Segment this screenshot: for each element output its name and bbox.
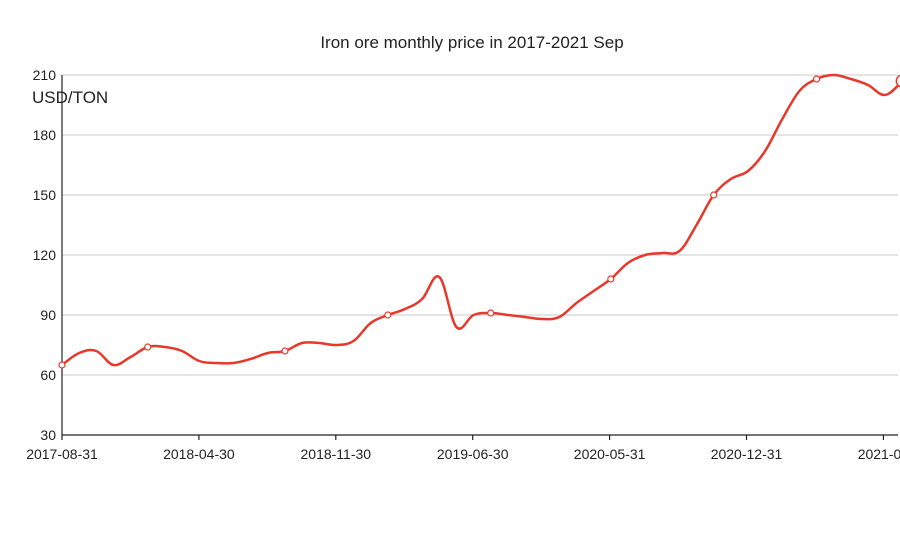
x-tick-label: 2017-08-31 xyxy=(26,446,98,462)
x-tick-label: 2019-06-30 xyxy=(437,446,509,462)
y-tick-label: 90 xyxy=(40,307,56,323)
price-line xyxy=(61,73,900,367)
data-point[interactable] xyxy=(710,191,718,199)
series-layer xyxy=(58,73,900,369)
data-point[interactable] xyxy=(58,361,66,369)
x-tick-label: 2020-12-31 xyxy=(711,446,783,462)
y-tick-label: 150 xyxy=(33,187,57,203)
axes xyxy=(61,75,898,440)
data-point[interactable] xyxy=(487,309,495,317)
chart-title: Iron ore monthly price in 2017-2021 Sep xyxy=(320,33,623,52)
y-tick-label: 120 xyxy=(33,247,57,263)
data-point[interactable] xyxy=(281,347,289,355)
x-tick-label: 2018-04-30 xyxy=(163,446,235,462)
y-tick-label: 180 xyxy=(33,127,57,143)
y-tick-label: 210 xyxy=(33,67,57,83)
grid-lines xyxy=(62,74,898,376)
x-tick-label: 2021-07 xyxy=(858,446,900,462)
data-point[interactable] xyxy=(812,75,821,83)
y-tick-label: 30 xyxy=(40,427,56,443)
data-point[interactable] xyxy=(895,74,900,88)
data-point[interactable] xyxy=(144,343,152,351)
x-tick-label: 2020-05-31 xyxy=(574,446,646,462)
tick-labels: 30 60 90 120 150 180 210 2017-08-31 2018-04-30 20… xyxy=(26,67,900,462)
y-tick-label: 60 xyxy=(40,367,56,383)
data-point[interactable] xyxy=(384,311,392,319)
data-point[interactable] xyxy=(607,275,615,283)
y-axis-label: USD/TON xyxy=(32,88,108,107)
x-tick-label: 2018-11-30 xyxy=(301,446,372,462)
